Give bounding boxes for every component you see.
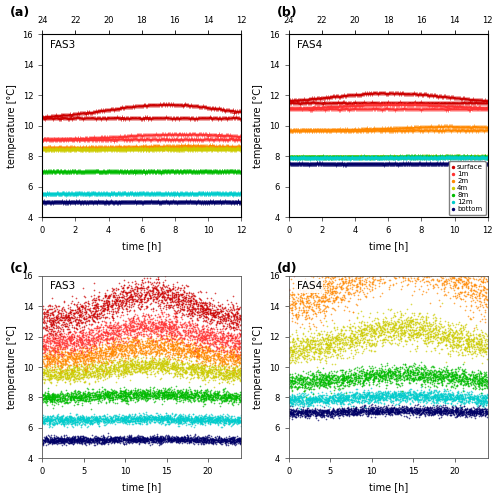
Text: FAS3: FAS3 [50, 281, 76, 291]
X-axis label: time [h]: time [h] [122, 482, 162, 492]
X-axis label: time [h]: time [h] [122, 241, 162, 251]
Y-axis label: temperature [°C]: temperature [°C] [7, 325, 17, 409]
Text: (b): (b) [276, 6, 297, 19]
X-axis label: time [h]: time [h] [368, 241, 408, 251]
Y-axis label: temperature [°C]: temperature [°C] [254, 325, 264, 409]
Text: (d): (d) [276, 262, 297, 275]
Legend: surface, 1m, 2m, 4m, 8m, 12m, bottom: surface, 1m, 2m, 4m, 8m, 12m, bottom [448, 162, 486, 215]
Text: (c): (c) [10, 262, 29, 275]
Text: FAS4: FAS4 [296, 281, 322, 291]
Text: FAS3: FAS3 [50, 40, 76, 50]
X-axis label: time [h]: time [h] [368, 482, 408, 492]
Text: FAS4: FAS4 [296, 40, 322, 50]
Y-axis label: temperature [°C]: temperature [°C] [7, 84, 17, 168]
Y-axis label: temperature [°C]: temperature [°C] [254, 84, 264, 168]
Text: (a): (a) [10, 6, 30, 19]
